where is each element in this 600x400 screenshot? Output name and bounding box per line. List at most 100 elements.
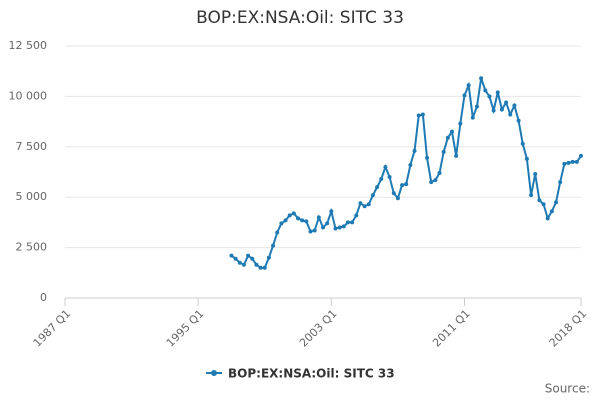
data-point — [321, 225, 325, 230]
data-point — [345, 220, 350, 225]
x-tick-label: 1995 Q1 — [164, 307, 207, 350]
series-line — [230, 77, 582, 269]
data-point — [341, 224, 346, 229]
data-point — [445, 135, 450, 140]
data-point — [450, 129, 454, 134]
data-point — [545, 216, 550, 221]
data-point — [366, 202, 371, 207]
data-point — [483, 88, 488, 93]
data-point — [296, 216, 301, 221]
data-point — [250, 256, 255, 261]
data-point — [333, 226, 338, 231]
data-point — [470, 115, 475, 120]
data-point — [383, 164, 388, 169]
data-point — [246, 253, 251, 258]
data-point — [354, 213, 359, 218]
data-point — [425, 155, 430, 160]
y-tick-label: 5 000 — [16, 190, 48, 203]
x-tick-label: 2003 Q1 — [297, 307, 340, 350]
data-point — [579, 153, 583, 158]
data-point — [279, 221, 284, 226]
data-point — [391, 191, 396, 196]
data-point — [275, 230, 280, 235]
y-tick-label: 7 500 — [16, 140, 48, 153]
data-point — [474, 104, 479, 109]
data-point — [370, 193, 375, 198]
y-tick-label: 0 — [40, 291, 47, 304]
data-point — [537, 198, 542, 203]
data-point — [379, 177, 384, 182]
data-point — [562, 161, 567, 166]
data-point — [408, 162, 413, 167]
data-point — [283, 218, 288, 223]
x-tick-label: 1987 Q1 — [31, 307, 74, 350]
data-point — [570, 159, 575, 164]
data-point — [516, 118, 521, 123]
data-point — [308, 229, 313, 234]
data-point — [416, 113, 421, 118]
data-point — [433, 178, 438, 183]
data-point — [508, 112, 513, 117]
data-point — [387, 175, 392, 180]
data-point — [312, 228, 317, 233]
data-point — [362, 204, 367, 209]
data-point — [258, 265, 263, 270]
data-point — [504, 100, 509, 105]
data-point — [233, 256, 238, 261]
data-point — [325, 221, 330, 226]
data-point — [337, 225, 342, 230]
data-point — [271, 243, 276, 248]
data-point — [316, 215, 321, 220]
data-point — [241, 262, 246, 267]
data-point — [529, 193, 534, 198]
data-point — [291, 211, 296, 216]
data-point — [237, 260, 242, 265]
data-point — [520, 141, 525, 146]
data-point — [462, 93, 467, 98]
data-point — [479, 76, 484, 81]
data-point — [533, 172, 538, 177]
data-point — [412, 148, 417, 153]
legend-label: BOP:EX:NSA:Oil: SITC 33 — [228, 367, 395, 381]
data-point — [524, 156, 529, 161]
legend-marker — [211, 370, 217, 376]
data-point — [487, 94, 492, 99]
data-point — [512, 103, 517, 108]
y-tick-label: 12 500 — [9, 39, 48, 52]
data-point — [549, 209, 554, 214]
data-point — [358, 201, 363, 206]
data-point — [554, 200, 559, 205]
data-point — [574, 159, 579, 164]
data-point — [466, 83, 471, 88]
data-point — [541, 202, 546, 207]
data-point — [375, 185, 380, 190]
data-point — [437, 171, 442, 176]
data-point — [441, 149, 446, 154]
data-point — [491, 108, 496, 113]
data-point — [429, 180, 434, 185]
data-point — [350, 220, 355, 225]
data-point — [420, 112, 425, 117]
data-point — [262, 265, 267, 270]
data-point — [266, 255, 271, 260]
x-tick-label: 2011 Q1 — [430, 307, 473, 350]
data-point — [458, 121, 463, 126]
source: Source: — [545, 382, 590, 396]
data-point — [329, 209, 334, 214]
data-point — [395, 196, 400, 201]
data-point — [254, 262, 259, 267]
data-point — [229, 253, 234, 258]
data-point — [400, 183, 405, 188]
data-point — [495, 90, 500, 95]
x-tick-label: 2018 Q1 — [547, 307, 590, 350]
data-point — [499, 107, 504, 112]
data-point — [287, 213, 292, 218]
data-point — [304, 219, 309, 224]
y-tick-label: 10 000 — [9, 89, 48, 102]
y-tick-label: 2 500 — [16, 241, 48, 254]
chart-title: BOP:EX:NSA:Oil: SITC 33 — [196, 8, 404, 28]
data-point — [566, 160, 571, 165]
data-point — [558, 180, 563, 185]
data-point — [404, 182, 409, 187]
